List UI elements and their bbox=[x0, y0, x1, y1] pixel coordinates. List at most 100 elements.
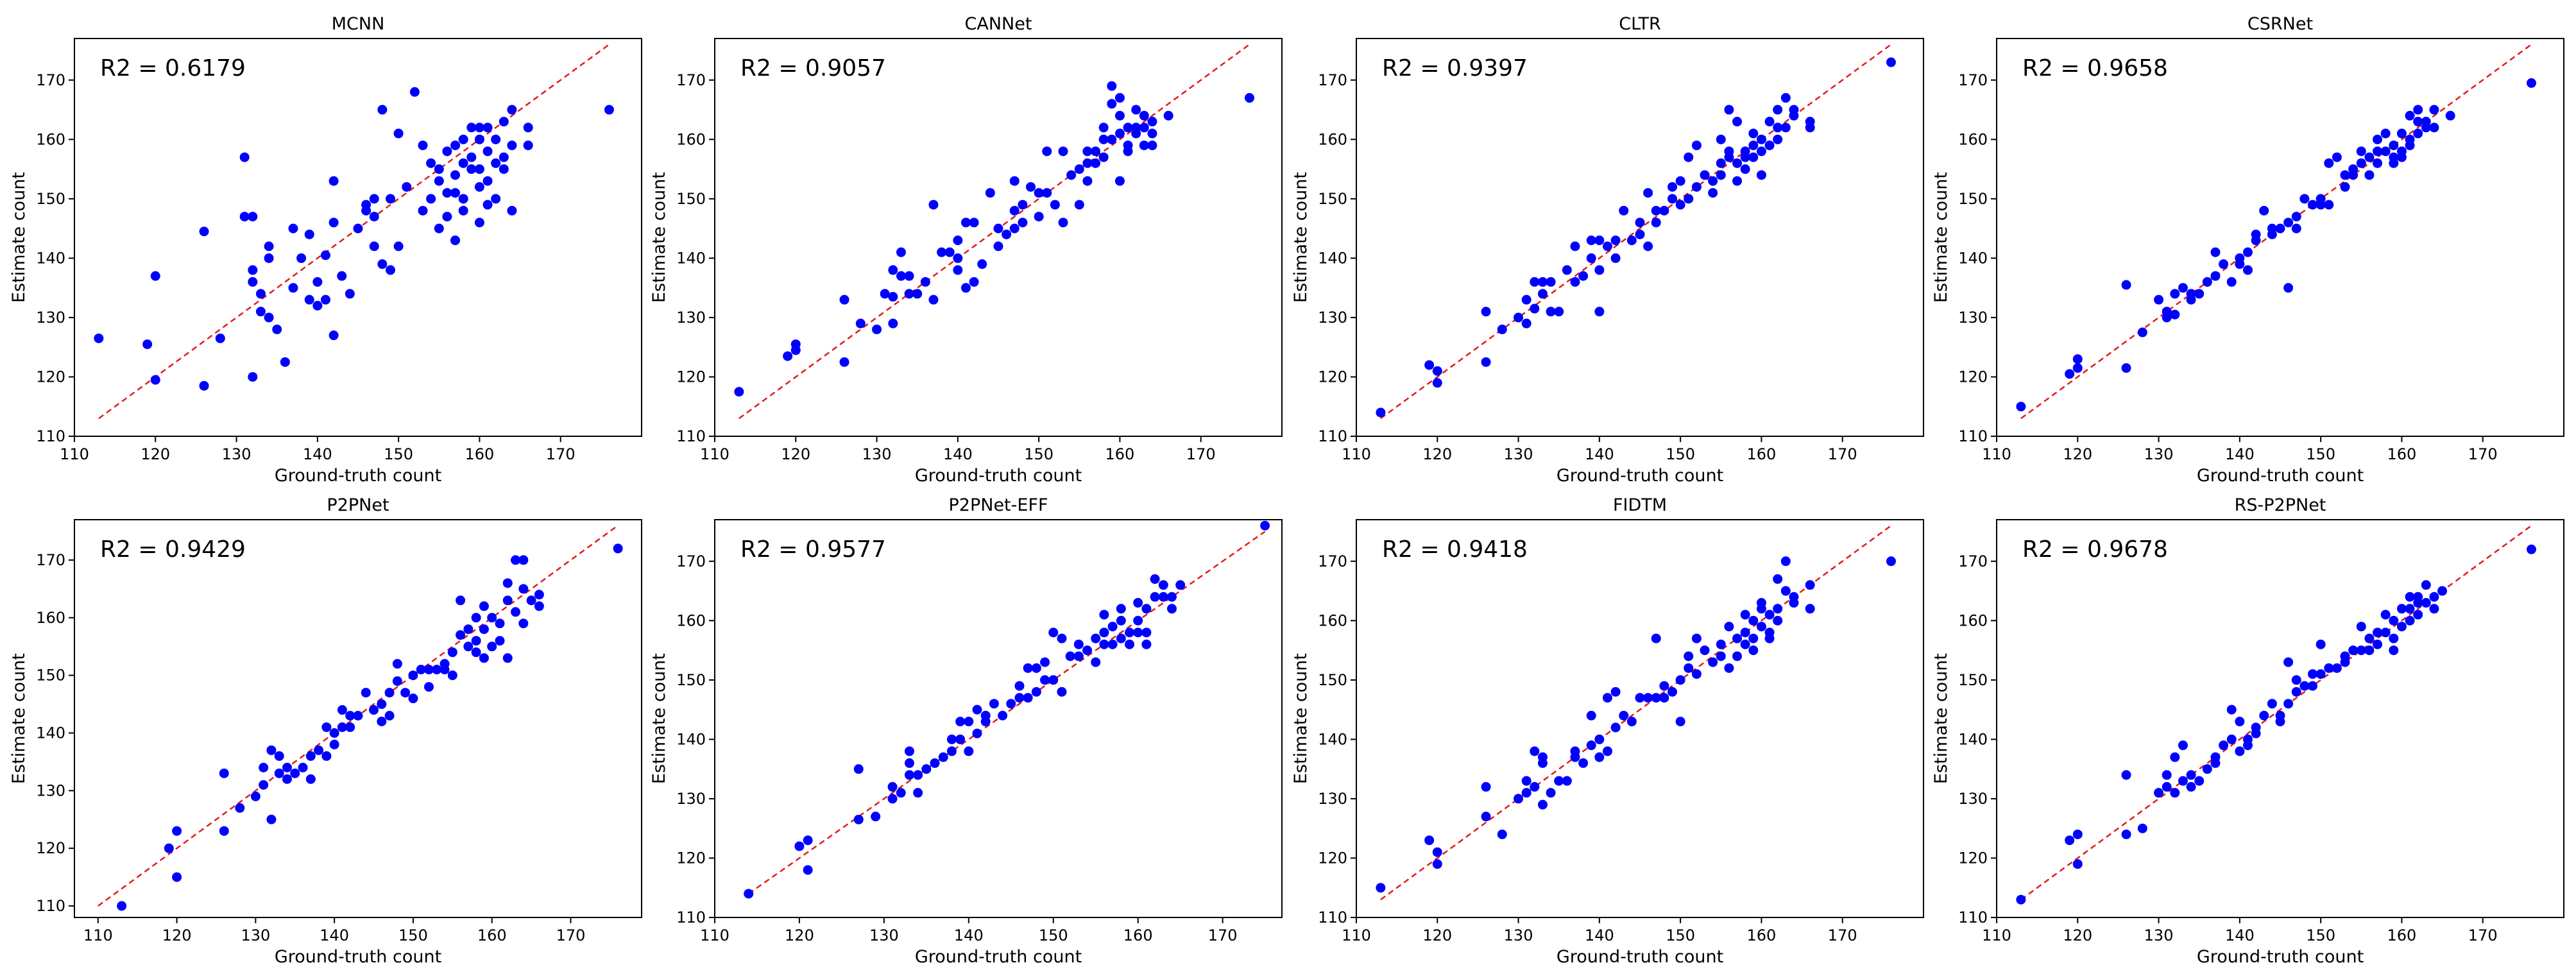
data-point bbox=[458, 205, 468, 216]
data-point bbox=[1691, 669, 1702, 679]
data-point bbox=[1732, 633, 1743, 644]
data-point bbox=[1147, 141, 1157, 151]
data-point bbox=[199, 380, 209, 391]
x-tick-label: 170 bbox=[1828, 445, 1857, 463]
data-point bbox=[1773, 105, 1783, 115]
data-point bbox=[523, 123, 533, 133]
data-point bbox=[1031, 663, 1041, 673]
data-point bbox=[2242, 265, 2253, 275]
y-axis-label: Estimate count bbox=[9, 653, 29, 784]
x-tick-label: 170 bbox=[1208, 926, 1238, 944]
x-tick-label: 120 bbox=[1422, 926, 1452, 944]
data-point bbox=[442, 212, 452, 222]
data-point bbox=[458, 134, 468, 144]
data-point bbox=[1050, 200, 1060, 210]
data-point bbox=[1684, 663, 1694, 673]
data-point bbox=[1675, 675, 1685, 685]
x-tick-label: 140 bbox=[2225, 926, 2255, 944]
y-tick-label: 150 bbox=[1318, 671, 1347, 689]
r2-annotation: R2 = 0.6179 bbox=[100, 55, 246, 81]
data-point bbox=[1756, 134, 1766, 144]
y-tick-label: 140 bbox=[1318, 249, 1347, 267]
x-axis-label: Ground-truth count bbox=[275, 466, 441, 486]
data-point bbox=[2226, 734, 2237, 744]
data-point bbox=[320, 294, 330, 305]
data-point bbox=[392, 659, 402, 669]
data-point bbox=[904, 289, 914, 299]
y-tick-label: 160 bbox=[1318, 611, 1347, 629]
data-point bbox=[1141, 639, 1152, 649]
data-point bbox=[2162, 770, 2172, 780]
data-point bbox=[1635, 217, 1645, 228]
x-axis-label: Ground-truth count bbox=[915, 947, 1082, 967]
data-point bbox=[1805, 604, 1815, 614]
data-point bbox=[369, 241, 379, 252]
data-point bbox=[377, 699, 387, 710]
data-point bbox=[1805, 580, 1815, 590]
data-point bbox=[1125, 627, 1135, 638]
data-point bbox=[408, 670, 418, 681]
data-point bbox=[1123, 141, 1133, 151]
panel-title: FIDTM bbox=[1613, 495, 1667, 515]
data-point bbox=[434, 176, 444, 186]
data-point bbox=[1626, 235, 1637, 246]
data-point bbox=[1610, 235, 1621, 246]
x-tick-label: 170 bbox=[2468, 445, 2498, 463]
data-point bbox=[418, 205, 428, 216]
data-point bbox=[1091, 146, 1101, 157]
data-point bbox=[1756, 598, 1766, 608]
data-point bbox=[266, 745, 277, 755]
data-point bbox=[471, 613, 481, 623]
data-point bbox=[2364, 152, 2375, 162]
data-point bbox=[523, 141, 533, 151]
data-point bbox=[2373, 146, 2383, 157]
data-point bbox=[1023, 663, 1033, 673]
data-point bbox=[2065, 835, 2075, 846]
data-point bbox=[1114, 110, 1125, 121]
data-point bbox=[2316, 639, 2326, 649]
data-point bbox=[2178, 740, 2188, 751]
data-point bbox=[1554, 776, 1564, 786]
data-point bbox=[1643, 241, 1653, 252]
data-point bbox=[337, 722, 347, 732]
data-point bbox=[408, 694, 418, 704]
data-point bbox=[2291, 686, 2301, 697]
panel-mcnn: MCNN 110 120 130 140 150 160 170 110 120 130 140 150… bbox=[9, 14, 642, 486]
x-tick-label: 130 bbox=[241, 926, 270, 944]
data-point bbox=[1260, 520, 1270, 531]
data-point bbox=[1116, 633, 1126, 644]
data-point bbox=[1432, 378, 1442, 388]
data-point bbox=[2291, 212, 2301, 222]
data-point bbox=[432, 665, 442, 675]
data-point bbox=[416, 665, 426, 675]
data-point bbox=[1570, 241, 1580, 252]
data-point bbox=[1133, 627, 1143, 638]
data-point bbox=[2332, 152, 2342, 162]
data-point bbox=[1073, 639, 1084, 649]
data-point bbox=[2373, 134, 2383, 144]
data-point bbox=[1031, 686, 1041, 697]
data-point bbox=[1700, 645, 1710, 656]
x-tick-label: 110 bbox=[1982, 445, 2011, 463]
data-point bbox=[418, 141, 428, 151]
y-tick-label: 130 bbox=[676, 309, 706, 327]
data-point bbox=[2275, 717, 2285, 727]
y-tick-label: 150 bbox=[1958, 671, 1988, 689]
data-point bbox=[2308, 669, 2318, 679]
data-point bbox=[1537, 277, 1548, 287]
x-tick-label: 130 bbox=[2144, 445, 2174, 463]
data-point bbox=[1773, 615, 1783, 626]
y-axis-label: Estimate count bbox=[1291, 172, 1311, 303]
data-point bbox=[1099, 610, 1109, 620]
data-point bbox=[471, 636, 481, 646]
data-point bbox=[1756, 170, 1766, 180]
data-point bbox=[479, 653, 489, 663]
data-point bbox=[1058, 146, 1068, 157]
data-point bbox=[1537, 289, 1548, 299]
data-point bbox=[993, 241, 1003, 252]
data-point bbox=[495, 618, 505, 629]
data-point bbox=[164, 843, 174, 853]
data-point bbox=[377, 716, 387, 726]
x-tick-label: 140 bbox=[1585, 445, 1614, 463]
data-point bbox=[518, 618, 529, 629]
